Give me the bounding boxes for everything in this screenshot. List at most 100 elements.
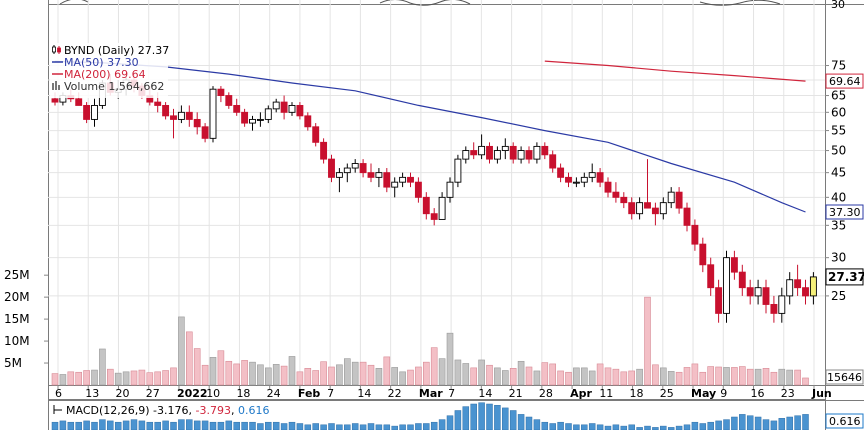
macd-bar — [517, 414, 525, 430]
legend-entry-value: 37.30 — [107, 56, 139, 69]
volume-bar — [91, 369, 98, 386]
macd-bar — [344, 424, 351, 430]
date-label: 7 — [327, 387, 334, 400]
volume-bar — [336, 364, 343, 386]
candle-body — [517, 150, 525, 160]
legend-volume-icon — [55, 81, 57, 90]
candle-body — [612, 191, 620, 198]
candle-body — [454, 158, 462, 183]
macd-bar — [438, 419, 446, 430]
ma50-line — [54, 60, 806, 213]
date-label: 20 — [115, 387, 129, 400]
volume-bars — [51, 296, 809, 386]
macd-bar — [446, 415, 454, 430]
ma-value-badge-label: 37.30 — [829, 206, 861, 219]
volume-bar — [375, 368, 383, 386]
legend-entry-name: MA(200) — [64, 68, 111, 81]
legend-entry-name: MA(50) — [64, 56, 104, 69]
volume-bar — [241, 360, 248, 386]
candle-body — [628, 202, 636, 215]
date-label: 2022 — [177, 387, 208, 400]
volume-bar — [802, 377, 809, 386]
date-label: Jun — [811, 387, 832, 400]
legend-background — [50, 43, 168, 98]
macd-bar — [217, 421, 225, 430]
macd-bar — [162, 420, 169, 430]
candle-body — [762, 287, 770, 305]
volume-bar — [343, 358, 351, 386]
macd-bar — [739, 414, 746, 430]
legend-entry-name: Volume — [64, 80, 105, 93]
macd-bar — [99, 419, 106, 430]
volume-bar — [138, 369, 146, 386]
candle-body — [414, 181, 422, 198]
volume-bar — [264, 367, 272, 386]
macd-bar — [312, 423, 319, 430]
volume-bar — [193, 348, 201, 386]
candle-body — [256, 118, 264, 121]
candle-body — [430, 213, 438, 220]
legend-entry: Volume 1,564,662 — [64, 80, 164, 93]
candle-body — [754, 287, 762, 297]
volume-bar — [328, 366, 335, 386]
candle-body — [636, 202, 644, 215]
macd-bar — [225, 420, 233, 430]
macd-bar — [201, 420, 209, 430]
moving-averages — [54, 60, 806, 213]
candle-body — [201, 126, 209, 139]
price-tick-label: 55 — [831, 124, 846, 138]
volume-bar — [359, 361, 367, 386]
macd-bar — [494, 405, 501, 430]
candle-body — [170, 115, 177, 120]
macd-bar — [107, 420, 114, 430]
volume-bar — [186, 331, 193, 386]
volume-tick-label: 5M — [4, 356, 22, 370]
candle-body — [723, 257, 730, 314]
volume-bar — [604, 367, 612, 386]
candle-body — [501, 145, 509, 152]
macd-bar — [170, 421, 177, 430]
macd-bar — [533, 419, 541, 430]
last-volume-badge — [825, 369, 864, 385]
candle-body — [225, 95, 233, 106]
macd-bar — [707, 421, 714, 430]
macd-bar — [675, 425, 683, 430]
macd-bar — [525, 416, 533, 430]
candle-body — [794, 279, 802, 289]
candle-body — [565, 176, 572, 183]
volume-axis: 25M 20M 15M 10M 5M — [4, 268, 48, 370]
candle-body — [596, 172, 604, 183]
volume-bar — [762, 368, 770, 386]
volume-bar — [596, 363, 604, 386]
macd-bar — [280, 423, 288, 430]
macd-legend-value: -3.793 — [196, 404, 231, 417]
volume-bar — [114, 372, 122, 386]
candle-body — [715, 287, 723, 314]
candle-body — [335, 172, 343, 178]
candle-body — [493, 150, 501, 160]
candle-body — [233, 104, 241, 113]
candle-body — [486, 145, 493, 160]
date-label: May — [691, 387, 716, 400]
last-volume-label: 15646 — [827, 371, 862, 384]
candle-body — [391, 181, 399, 188]
macd-bar — [233, 421, 240, 430]
macd-legend-label: MACD(12,26,9) — [66, 404, 150, 417]
macd-bar — [83, 420, 90, 430]
volume-bar — [715, 366, 722, 386]
volume-bar — [778, 368, 786, 386]
volume-bar — [644, 296, 651, 386]
candle-body — [778, 295, 786, 314]
volume-bar — [422, 361, 430, 386]
volume-bar — [494, 367, 501, 386]
volume-bar — [565, 371, 572, 386]
candle-body — [478, 145, 486, 156]
macd-bar — [541, 421, 549, 430]
price-tick-label: 65 — [831, 89, 846, 103]
macd-bar — [67, 421, 75, 430]
candle-body — [470, 150, 478, 156]
date-label: 6 — [55, 387, 62, 400]
volume-bar — [209, 357, 217, 386]
volume-bar — [272, 364, 280, 386]
